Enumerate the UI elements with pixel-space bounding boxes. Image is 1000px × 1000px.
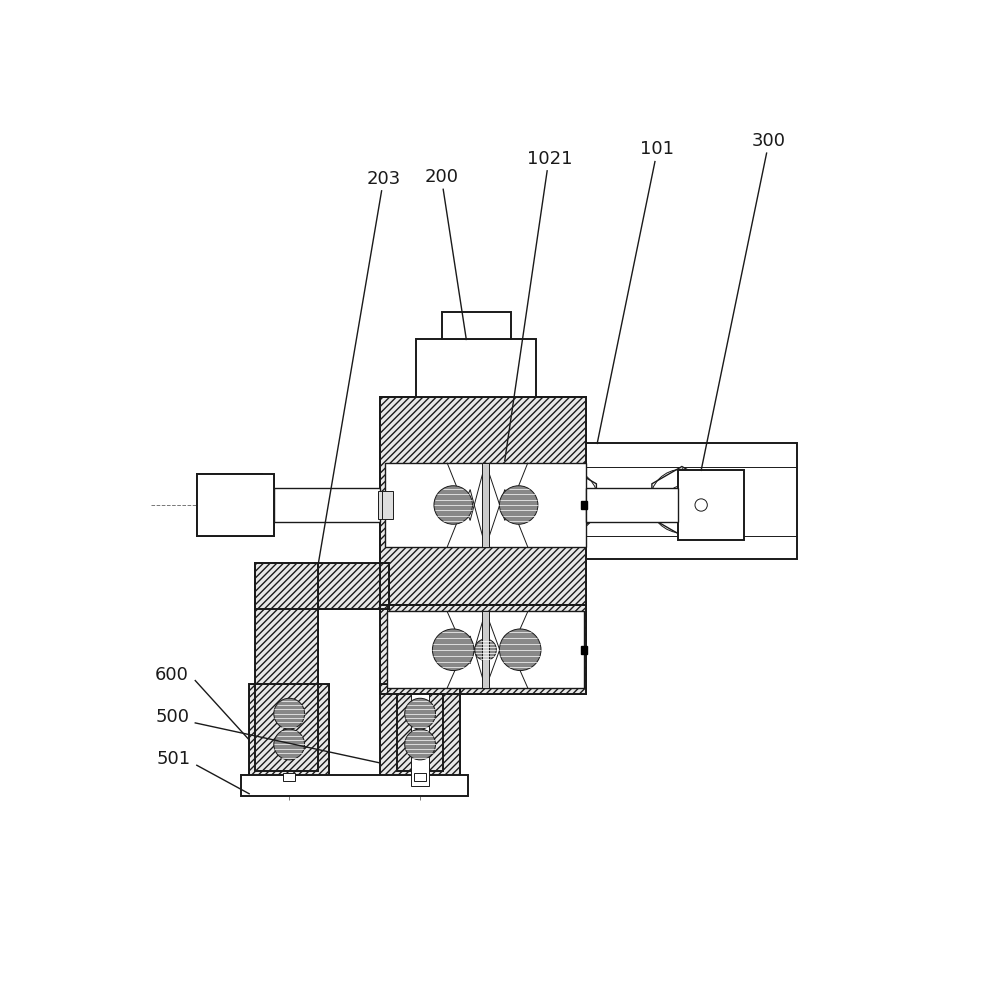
Bar bbox=[380, 684, 460, 777]
Text: 101: 101 bbox=[640, 140, 674, 158]
Bar bbox=[387, 611, 584, 688]
Bar bbox=[197, 474, 262, 536]
Bar bbox=[581, 501, 587, 509]
Bar bbox=[380, 505, 586, 605]
Bar bbox=[411, 694, 429, 786]
Bar bbox=[274, 488, 380, 522]
Circle shape bbox=[405, 698, 436, 729]
Circle shape bbox=[405, 729, 436, 760]
Bar bbox=[380, 397, 586, 505]
Bar bbox=[380, 605, 586, 694]
Bar bbox=[380, 505, 586, 605]
Circle shape bbox=[475, 639, 496, 661]
Bar bbox=[255, 563, 318, 771]
Bar bbox=[255, 563, 389, 609]
Text: 600: 600 bbox=[155, 666, 189, 684]
Text: 500: 500 bbox=[155, 708, 189, 726]
Circle shape bbox=[274, 729, 305, 760]
Bar bbox=[249, 684, 329, 777]
Circle shape bbox=[434, 486, 472, 524]
Circle shape bbox=[499, 486, 538, 524]
Bar bbox=[678, 470, 744, 540]
Circle shape bbox=[432, 629, 474, 671]
Bar bbox=[249, 684, 329, 777]
Bar bbox=[380, 684, 460, 777]
Bar bbox=[255, 563, 389, 609]
Bar bbox=[442, 312, 511, 339]
Bar bbox=[241, 774, 468, 796]
Bar bbox=[581, 646, 587, 654]
Bar bbox=[385, 463, 586, 547]
Polygon shape bbox=[536, 466, 596, 536]
Bar bbox=[255, 563, 318, 771]
Circle shape bbox=[499, 629, 541, 671]
Text: 203: 203 bbox=[367, 170, 401, 188]
Bar bbox=[411, 443, 797, 559]
Text: 1021: 1021 bbox=[527, 150, 572, 168]
Bar bbox=[416, 339, 536, 397]
Bar bbox=[197, 474, 274, 536]
Circle shape bbox=[274, 698, 305, 729]
Bar bbox=[482, 611, 489, 688]
Text: 200: 200 bbox=[425, 168, 459, 186]
Bar bbox=[380, 605, 586, 694]
Text: 501: 501 bbox=[157, 750, 191, 768]
Bar bbox=[380, 397, 586, 605]
Circle shape bbox=[551, 486, 582, 517]
Bar bbox=[414, 773, 426, 781]
Circle shape bbox=[666, 486, 697, 517]
Bar bbox=[283, 773, 295, 781]
Bar bbox=[378, 491, 393, 519]
Polygon shape bbox=[652, 466, 712, 536]
Bar bbox=[586, 488, 678, 522]
Bar bbox=[380, 397, 586, 505]
Bar bbox=[397, 694, 443, 771]
Text: 300: 300 bbox=[752, 132, 786, 150]
Bar bbox=[397, 694, 443, 771]
Bar bbox=[482, 463, 489, 547]
